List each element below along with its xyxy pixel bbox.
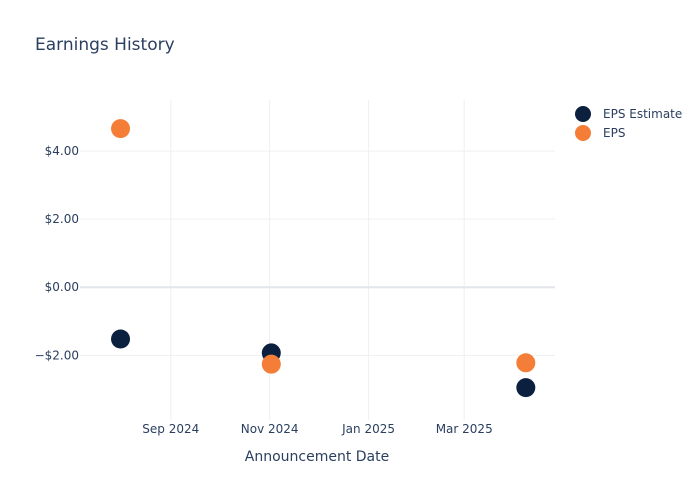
eps-point[interactable] bbox=[516, 353, 536, 373]
legend-item[interactable]: EPS bbox=[575, 125, 625, 141]
x-tick-label: Mar 2025 bbox=[436, 422, 493, 436]
legend-label: EPS Estimate bbox=[603, 107, 682, 121]
x-tick-label: Nov 2024 bbox=[241, 422, 299, 436]
eps-estimate-point[interactable] bbox=[516, 378, 536, 398]
legend-marker bbox=[575, 125, 591, 141]
data-points bbox=[111, 119, 536, 398]
y-tick-label: $2.00 bbox=[45, 212, 79, 226]
x-axis-title: Announcement Date bbox=[245, 449, 389, 465]
legend-item[interactable]: EPS Estimate bbox=[575, 106, 682, 122]
axis-ticks: Sep 2024 Nov 2024 Jan 2025 Mar 2025 $4.00 $2.… bbox=[35, 144, 493, 436]
eps-point[interactable] bbox=[261, 354, 281, 374]
chart-title: Earnings History bbox=[35, 35, 175, 55]
eps-point[interactable] bbox=[111, 119, 131, 139]
x-tick-label: Jan 2025 bbox=[341, 422, 395, 436]
y-tick-label: $0.00 bbox=[45, 280, 79, 294]
grid-lines bbox=[80, 100, 555, 420]
y-tick-label: $4.00 bbox=[45, 144, 79, 158]
eps-estimate-point[interactable] bbox=[111, 329, 131, 349]
y-tick-label: −$2.00 bbox=[35, 348, 79, 362]
x-tick-label: Sep 2024 bbox=[142, 422, 199, 436]
legend[interactable]: EPS Estimate EPS bbox=[575, 106, 682, 141]
legend-label: EPS bbox=[603, 126, 625, 140]
legend-marker bbox=[575, 106, 591, 122]
